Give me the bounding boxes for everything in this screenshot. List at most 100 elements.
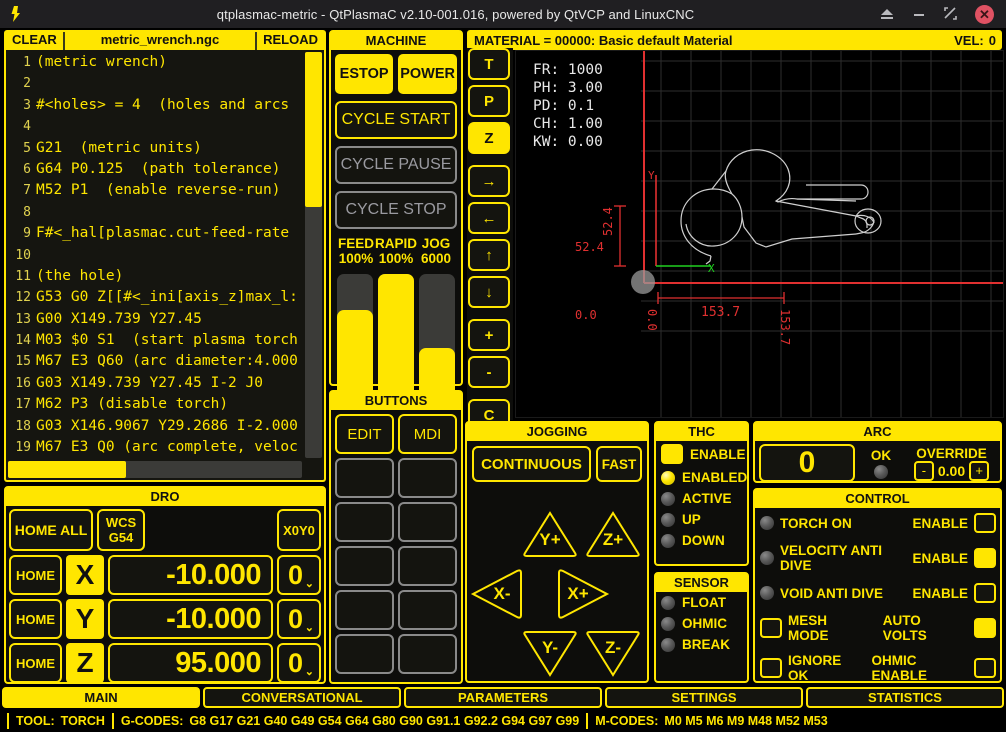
sensor-led-float: FLOAT <box>656 592 747 613</box>
override-rapid-label: RAPID 100% <box>375 236 417 266</box>
home-x-button[interactable]: HOME <box>9 555 62 595</box>
jog-z-plus-button[interactable]: Z+ <box>584 509 642 559</box>
zoom-in-button[interactable]: + <box>468 319 510 351</box>
enable-label: ENABLE <box>912 550 968 566</box>
dro-value-y[interactable]: -10.000 <box>108 599 273 639</box>
close-icon[interactable]: ✕ <box>975 4 994 24</box>
eject-icon[interactable] <box>879 6 895 22</box>
dim-y-side: 52.4 <box>601 207 615 236</box>
override-feed-slider[interactable] <box>337 274 373 402</box>
user-button-empty-3[interactable] <box>398 458 457 498</box>
axis-label-x[interactable]: X <box>66 555 104 595</box>
pan-right-button[interactable]: → <box>468 165 510 197</box>
gcode-line: 19 M67 E3 Q0 (arc complete, veloc <box>6 437 302 458</box>
thc-led-active: ACTIVE <box>656 488 747 509</box>
tab-settings[interactable]: SETTINGS <box>605 687 803 708</box>
pan-left-button[interactable]: ← <box>468 202 510 234</box>
label-ignore-ok: IGNORE OK <box>788 653 842 683</box>
led-label: ACTIVE <box>682 491 732 506</box>
checkbox-auto-volts[interactable] <box>974 618 996 638</box>
cycle-stop-button[interactable]: CYCLE STOP <box>335 191 457 229</box>
gcode-horizontal-scrollbar[interactable] <box>8 461 302 478</box>
user-button-empty-10[interactable] <box>335 634 394 674</box>
user-button-empty-11[interactable] <box>398 634 457 674</box>
checkbox-ignore-ok[interactable] <box>760 658 782 678</box>
power-button[interactable]: POWER <box>398 54 457 94</box>
dro-value-z[interactable]: 95.000 <box>108 643 273 683</box>
user-button-empty-9[interactable] <box>398 590 457 630</box>
override-jog-slider[interactable] <box>419 274 455 402</box>
user-button-empty-5[interactable] <box>398 502 457 542</box>
pan-down-button[interactable]: ↓ <box>468 276 510 308</box>
dro-offset-x[interactable]: 0 ⌄ <box>277 555 321 595</box>
tab-main[interactable]: MAIN <box>2 687 200 708</box>
gcode-text-area[interactable]: 1 (metric wrench) 2 3 #<holes> = 4 (holes an… <box>4 50 326 482</box>
jog-y-minus-button[interactable]: Y- <box>521 629 579 679</box>
window-title: qtplasmac-metric - QtPlasmaC v2.10-001.0… <box>216 6 695 22</box>
zoom-out-button[interactable]: - <box>468 356 510 388</box>
gcode-preview[interactable]: Y X 52.4 0.0 52.4 153.7 0.0 153 <box>515 50 1004 418</box>
control-row-void-anti-dive: VOID ANTI DIVE ENABLE <box>755 578 1000 608</box>
jog-mode-button[interactable]: CONTINUOUS <box>472 446 591 482</box>
sensor-led-ohmic: OHMIC <box>656 613 747 634</box>
jog-speed-button[interactable]: FAST <box>596 446 642 482</box>
checkbox-ohmic-enable[interactable] <box>974 658 996 678</box>
x0y0-button[interactable]: X0Y0 <box>277 509 321 551</box>
checkbox-mesh-mode[interactable] <box>760 618 782 638</box>
axis-p-button[interactable]: P <box>468 85 510 117</box>
jog-z-minus-button[interactable]: Z- <box>584 629 642 679</box>
arc-override-minus-button[interactable]: - <box>913 460 934 481</box>
dro-value-x[interactable]: -10.000 <box>108 555 273 595</box>
app-logo-icon <box>6 4 32 24</box>
dro-offset-y[interactable]: 0 ⌄ <box>277 599 321 639</box>
user-button-empty-6[interactable] <box>335 546 394 586</box>
wcs-button[interactable]: WCS G54 <box>97 509 145 551</box>
thc-enable-checkbox[interactable] <box>661 444 683 464</box>
axis-label-y[interactable]: Y <box>66 599 104 639</box>
gcode-line-number: 2 <box>23 76 31 92</box>
scroll-thumb-vertical[interactable] <box>305 52 322 207</box>
jog-x-minus-button[interactable]: X- <box>469 569 527 619</box>
thc-enable-row[interactable]: ENABLE <box>656 441 747 467</box>
home-z-button[interactable]: HOME <box>9 643 62 683</box>
enable-checkbox-void-anti-dive[interactable] <box>974 583 996 603</box>
gcode-line-number: 19 <box>15 440 31 456</box>
tab-conversational[interactable]: CONVERSATIONAL <box>203 687 401 708</box>
material-bar[interactable]: MATERIAL = 00000: Basic default Material… <box>467 30 1002 50</box>
tab-statistics[interactable]: STATISTICS <box>806 687 1004 708</box>
tab-parameters[interactable]: PARAMETERS <box>404 687 602 708</box>
user-button-empty-7[interactable] <box>398 546 457 586</box>
gcode-line-text: M67 E3 Q60 (arc diameter:4.000 <box>36 353 298 370</box>
user-button-empty-4[interactable] <box>335 502 394 542</box>
home-all-button[interactable]: HOME ALL <box>9 509 93 551</box>
restore-icon[interactable] <box>943 6 959 22</box>
user-button-edit[interactable]: EDIT <box>335 414 394 454</box>
axis-t-button[interactable]: T <box>468 48 510 80</box>
minimize-icon[interactable] <box>911 6 927 22</box>
cycle-pause-button[interactable]: CYCLE PAUSE <box>335 146 457 184</box>
user-button-empty-2[interactable] <box>335 458 394 498</box>
user-button-empty-8[interactable] <box>335 590 394 630</box>
estop-button[interactable]: ESTOP <box>335 54 394 94</box>
clear-button[interactable]: CLEAR <box>6 32 63 50</box>
axis-z-button[interactable]: Z <box>468 122 510 154</box>
jog-x-plus-button[interactable]: X+ <box>553 569 611 619</box>
arc-override-plus-button[interactable]: + <box>969 460 990 481</box>
pan-up-button[interactable]: ↑ <box>468 239 510 271</box>
gcode-line: 8 <box>6 202 302 223</box>
scroll-thumb-horizontal[interactable] <box>8 461 126 478</box>
sensor-title: SENSOR <box>656 574 747 592</box>
home-y-button[interactable]: HOME <box>9 599 62 639</box>
enable-checkbox-torch-on[interactable] <box>974 513 996 533</box>
jog-y-plus-button[interactable]: Y+ <box>521 509 579 559</box>
cycle-start-button[interactable]: CYCLE START <box>335 101 457 139</box>
axis-label-z[interactable]: Z <box>66 643 104 683</box>
user-button-mdi[interactable]: MDI <box>398 414 457 454</box>
dim-x-len: 153.7 <box>701 305 740 320</box>
label-mesh-mode: MESH MODE <box>788 613 829 643</box>
gcode-vertical-scrollbar[interactable] <box>305 52 322 458</box>
dro-offset-z[interactable]: 0 ⌄ <box>277 643 321 683</box>
override-rapid-slider[interactable] <box>378 274 414 402</box>
enable-checkbox-velocity-anti-dive[interactable] <box>974 548 996 568</box>
reload-button[interactable]: RELOAD <box>257 32 324 50</box>
